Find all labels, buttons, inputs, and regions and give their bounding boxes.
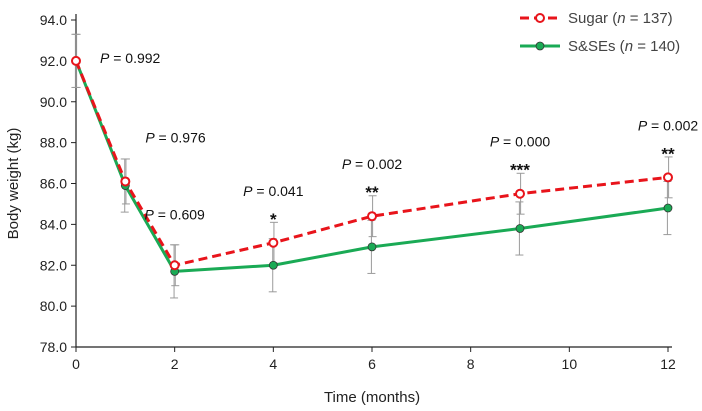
x-tick-label: 10 bbox=[562, 356, 578, 372]
y-axis-title: Body weight (kg) bbox=[5, 128, 22, 240]
p-value-label: P = 0.002 bbox=[342, 156, 403, 172]
legend-sugar-marker bbox=[535, 13, 545, 23]
p-symbol: P bbox=[100, 50, 110, 66]
p-symbol: P bbox=[243, 183, 253, 199]
y-tick-label: 78.0 bbox=[40, 339, 67, 355]
p-value-text: = 0.002 bbox=[351, 156, 402, 172]
series-markers bbox=[71, 55, 673, 276]
y-tick-label: 88.0 bbox=[40, 135, 67, 151]
p-value-label: P = 0.609 bbox=[144, 206, 205, 222]
axes: 78.0 80.0 82.0 84.0 86.0 88.0 90.0 92.0 94.0 0 2 4 6… bbox=[5, 12, 676, 406]
y-tick-label: 94.0 bbox=[40, 12, 67, 28]
sugar-point bbox=[367, 211, 377, 222]
p-value-label: P = 0.002 bbox=[638, 117, 699, 133]
legend: Sugar (n = 137)S&SEs (n = 140) bbox=[520, 10, 680, 55]
legend-count: = 137) bbox=[626, 10, 673, 27]
p-value-text: = 0.992 bbox=[109, 50, 160, 66]
p-symbol: P bbox=[144, 206, 154, 222]
p-symbol: P bbox=[342, 156, 352, 172]
x-tick-label: 0 bbox=[72, 356, 80, 372]
p-symbol: P bbox=[638, 117, 648, 133]
significance-stars: * bbox=[270, 210, 277, 229]
x-tick-label: 6 bbox=[368, 356, 376, 372]
legend-ssse-label: S&SEs (n = 140) bbox=[568, 38, 680, 55]
y-tick-label: 90.0 bbox=[40, 94, 67, 110]
p-value-text: = 0.000 bbox=[499, 134, 550, 150]
y-tick-label: 92.0 bbox=[40, 53, 67, 69]
legend-ssse-marker bbox=[535, 41, 545, 51]
p-symbol: P bbox=[145, 129, 155, 145]
p-value-label: P = 0.976 bbox=[145, 129, 206, 145]
x-tick-label: 8 bbox=[467, 356, 475, 372]
ssse-point bbox=[268, 260, 278, 270]
legend-sugar-label: Sugar (n = 137) bbox=[568, 10, 673, 27]
x-tick-label: 2 bbox=[171, 356, 179, 372]
significance-stars: ** bbox=[661, 144, 675, 163]
sugar-point bbox=[268, 237, 279, 248]
y-tick-label: 84.0 bbox=[40, 216, 67, 232]
sugar-point bbox=[663, 172, 673, 183]
sugar-point bbox=[120, 176, 131, 187]
p-value-text: = 0.976 bbox=[155, 129, 206, 145]
p-symbol: P bbox=[490, 134, 500, 150]
y-tick-label: 86.0 bbox=[40, 176, 67, 192]
sugar-point bbox=[169, 260, 180, 271]
significance-stars: ** bbox=[365, 183, 379, 202]
ssse-point bbox=[663, 203, 673, 213]
legend-name: S&SEs ( bbox=[568, 38, 625, 55]
y-tick-label: 82.0 bbox=[40, 257, 67, 273]
y-tick-label: 80.0 bbox=[40, 298, 67, 314]
p-value-label: P = 0.000 bbox=[490, 134, 551, 150]
sugar-point bbox=[515, 188, 525, 199]
significance-stars: *** bbox=[510, 161, 530, 180]
x-tick-label: 12 bbox=[660, 356, 676, 372]
sugar-point bbox=[71, 55, 81, 66]
legend-n-symbol: n bbox=[625, 38, 633, 55]
p-value-label: P = 0.041 bbox=[243, 183, 304, 199]
x-tick-label: 4 bbox=[269, 356, 277, 372]
legend-n-symbol: n bbox=[617, 10, 625, 27]
legend-name: Sugar ( bbox=[568, 10, 617, 27]
p-value-text: = 0.609 bbox=[154, 206, 205, 222]
p-value-text: = 0.002 bbox=[647, 117, 698, 133]
x-axis-title: Time (months) bbox=[324, 389, 420, 406]
ssse-point bbox=[515, 224, 525, 233]
p-value-text: = 0.041 bbox=[253, 183, 304, 199]
p-value-label: P = 0.992 bbox=[100, 50, 161, 66]
ssse-point bbox=[367, 242, 377, 252]
legend-count: = 140) bbox=[633, 38, 680, 55]
